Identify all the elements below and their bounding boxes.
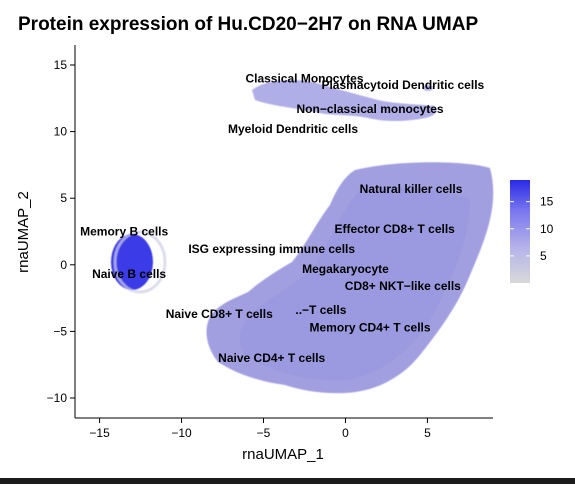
window-bottom-bar [0,478,575,484]
y-tick-label: 5 [60,191,67,205]
y-ticks: −10 −5 0 5 10 15 [47,58,75,405]
cluster-label: CD8+ NKT−like cells [345,279,461,293]
cluster-label: Myeloid Dendritic cells [228,122,358,136]
x-tick-label: −15 [89,426,110,440]
y-axis-title: rnaUMAP_2 [15,191,32,273]
y-tick-label: 0 [60,258,67,272]
cluster-label: Effector CD8+ T cells [334,222,455,236]
color-legend: 5 10 15 [510,180,554,283]
colorbar-tick-label: 15 [540,195,554,209]
cell-clusters [111,80,494,394]
b-cell-cluster-rim [113,230,167,294]
cluster-label: Memory CD4+ T cells [310,320,431,334]
axes: −15 −10 −5 0 5 −10 −5 0 5 10 15 [47,45,493,440]
y-tick-label: −10 [47,391,68,405]
x-ticks: −15 −10 −5 0 5 [89,418,431,440]
x-tick-label: 0 [342,426,349,440]
x-tick-label: 5 [424,426,431,440]
y-tick-label: −5 [53,324,67,338]
pdc-cluster-region [423,85,433,91]
myeloid-cluster-region [252,80,437,121]
cluster-label: Naive B cells [92,267,166,281]
chart-title: Protein expression of Hu.CD20−2H7 on RNA… [18,14,478,35]
cluster-label: Non−classical monocytes [297,102,444,116]
cluster-label: Megakaryocyte [302,262,389,276]
cluster-label: ISG expressing immune cells [188,242,355,256]
x-tick-label: −5 [257,426,271,440]
cluster-label: Natural killer cells [360,182,463,196]
x-axis-title: rnaUMAP_1 [242,446,324,463]
tnk-cluster-core [239,188,470,381]
cluster-label: Memory B cells [80,225,168,239]
cluster-label: Plasmacytoid Dendritic cells [321,78,484,92]
y-tick-label: 10 [54,125,68,139]
y-tick-label: 15 [54,58,68,72]
cluster-label: ..−T cells [295,303,346,317]
cluster-label: Naive CD8+ T cells [166,307,273,321]
colorbar-ticks: 5 10 15 [510,195,554,263]
cluster-label: Naive CD4+ T cells [218,351,325,365]
colorbar-tick-label: 5 [540,249,547,263]
x-tick-label: −10 [171,426,192,440]
colorbar-gradient [510,180,530,283]
colorbar-tick-label: 10 [540,222,554,236]
cluster-label: Classical Monocytes [245,71,363,85]
b-cell-cluster-region [111,234,153,290]
